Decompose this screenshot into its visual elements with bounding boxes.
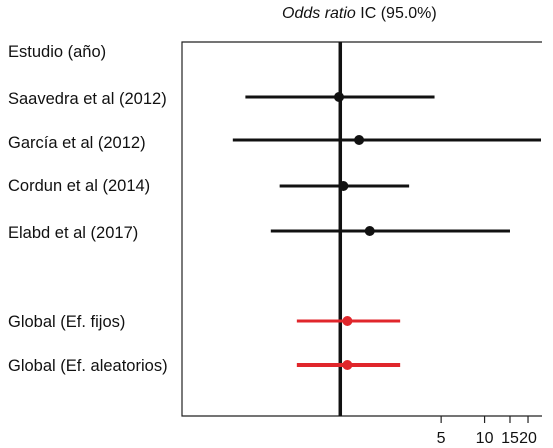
pooled-label: Global (Ef. fijos) bbox=[8, 313, 126, 331]
study-point bbox=[338, 181, 349, 191]
study-point bbox=[334, 92, 345, 102]
x-tick-label: 10 bbox=[476, 430, 494, 447]
x-tick-label: 20 bbox=[519, 430, 537, 447]
study-label: García et al (2012) bbox=[8, 134, 146, 152]
study-point bbox=[364, 226, 375, 236]
axis-title: Odds ratio IC (95.0%) bbox=[282, 5, 437, 23]
plot-frame bbox=[181, 41, 542, 417]
study-label: Saavedra et al (2012) bbox=[8, 90, 167, 108]
column-header: Estudio (año) bbox=[8, 43, 107, 61]
axis-title-rest: IC (95.0%) bbox=[360, 5, 437, 22]
axis-title-italic: Odds ratio bbox=[282, 5, 356, 22]
x-tick-label: 5 bbox=[437, 430, 446, 447]
pooled-point bbox=[342, 316, 353, 326]
study-label: Elabd et al (2017) bbox=[8, 224, 139, 242]
study-label: Cordun et al (2014) bbox=[8, 177, 151, 195]
x-tick-label: 15 bbox=[501, 430, 519, 447]
study-point bbox=[354, 135, 365, 145]
pooled-label: Global (Ef. aleatorios) bbox=[8, 357, 168, 375]
pooled-point bbox=[342, 360, 353, 370]
